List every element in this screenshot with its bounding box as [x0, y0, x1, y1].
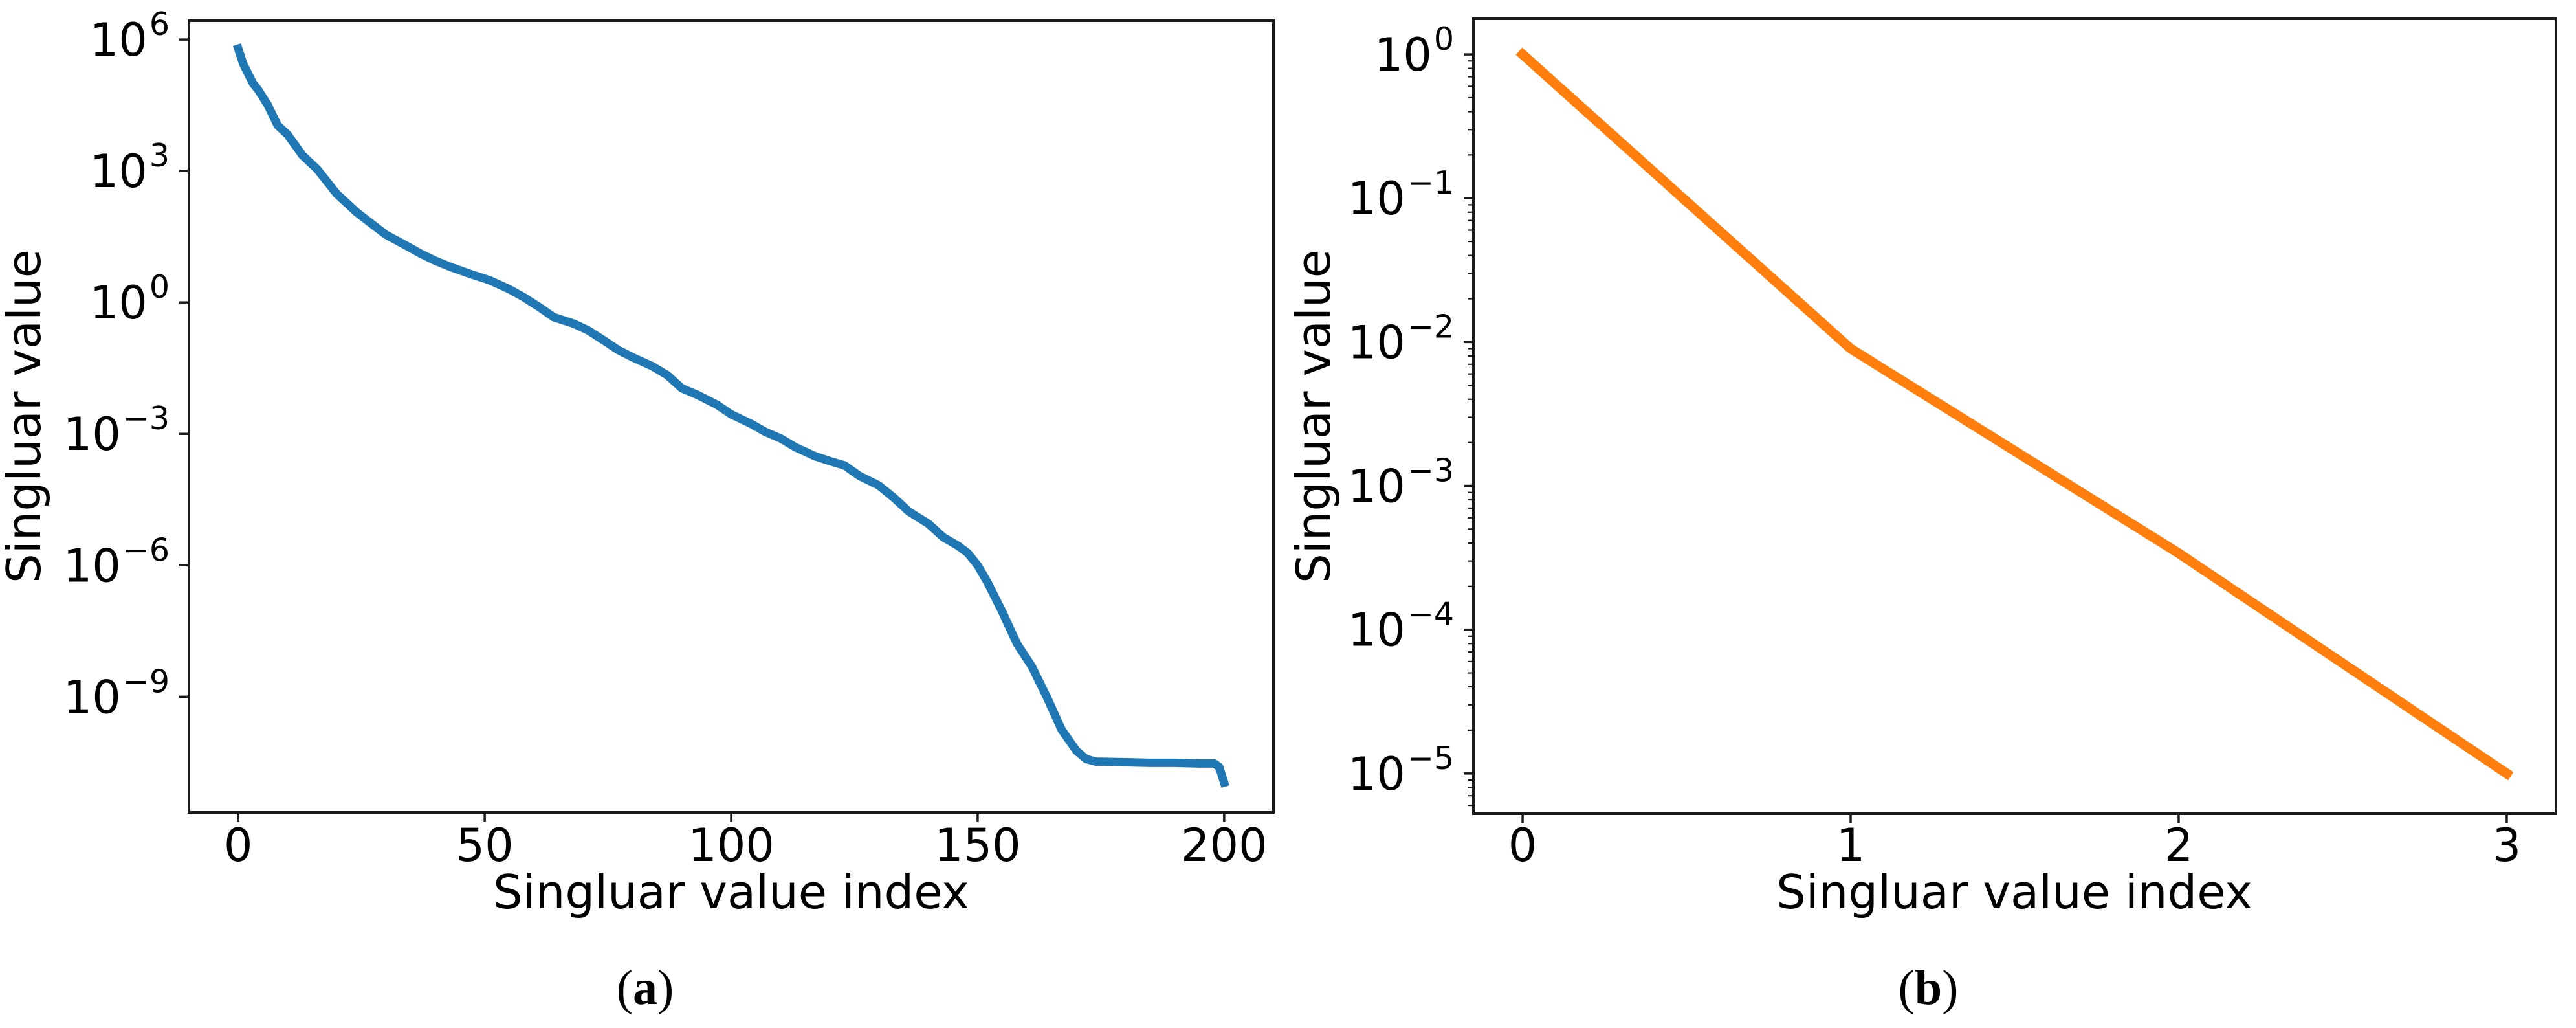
caption-a-close-paren: ) — [657, 961, 674, 1015]
x-tick-label: 3 — [2493, 819, 2522, 872]
chart-b-axes: 0 1 2 3 100 10−1 10−2 10−3 10−4 10−5 — [1348, 17, 2557, 872]
y-tick-label: 103 — [90, 137, 170, 198]
y-tick-label: 10−3 — [1348, 453, 1454, 513]
y-tick-label: 10−5 — [1348, 740, 1454, 801]
y-tick-label: 10−4 — [1348, 596, 1454, 657]
x-tick-label: 200 — [1181, 819, 1268, 872]
caption-b-letter: b — [1914, 961, 1943, 1015]
axes-spines — [1472, 17, 2557, 815]
x-tick-label: 2 — [2164, 819, 2194, 872]
caption-a-open-paren: ( — [616, 961, 633, 1015]
chart-a-ylabel: Singluar value — [0, 249, 51, 583]
y-tick-label: 106 — [90, 6, 170, 67]
x-tick-label: 1 — [1836, 819, 1866, 872]
x-tick-label: 0 — [224, 819, 253, 872]
x-tick-label: 150 — [934, 819, 1021, 872]
caption-b: (b) — [1899, 963, 1959, 1012]
y-tick-label: 10−2 — [1348, 308, 1454, 369]
y-tick-label: 10−9 — [63, 663, 170, 724]
chart-b-xlabel: Singluar value index — [1776, 865, 2252, 919]
y-tick-label: 10−3 — [63, 400, 170, 461]
y-tick-label: 10−6 — [63, 531, 170, 592]
chart-a-xlabel: Singluar value index — [493, 865, 969, 919]
caption-a: (a) — [617, 963, 674, 1012]
chart-a-axes: 0 50 100 150 200 106 103 100 10−3 10−6 10−9 — [63, 6, 1275, 872]
series-line — [233, 43, 1229, 788]
y-tick-label: 100 — [90, 269, 170, 330]
chart-b-ylabel: Singluar value — [1286, 249, 1341, 583]
series-line — [1515, 47, 2514, 781]
x-tick-label: 100 — [688, 819, 775, 872]
caption-b-close-paren: ) — [1942, 961, 1959, 1015]
y-tick-label: 10−1 — [1348, 164, 1454, 225]
caption-a-letter: a — [633, 961, 657, 1015]
x-tick-label: 50 — [456, 819, 514, 872]
x-tick-label: 0 — [1508, 819, 1537, 872]
caption-b-open-paren: ( — [1898, 961, 1915, 1015]
y-tick-label: 100 — [1374, 21, 1454, 82]
